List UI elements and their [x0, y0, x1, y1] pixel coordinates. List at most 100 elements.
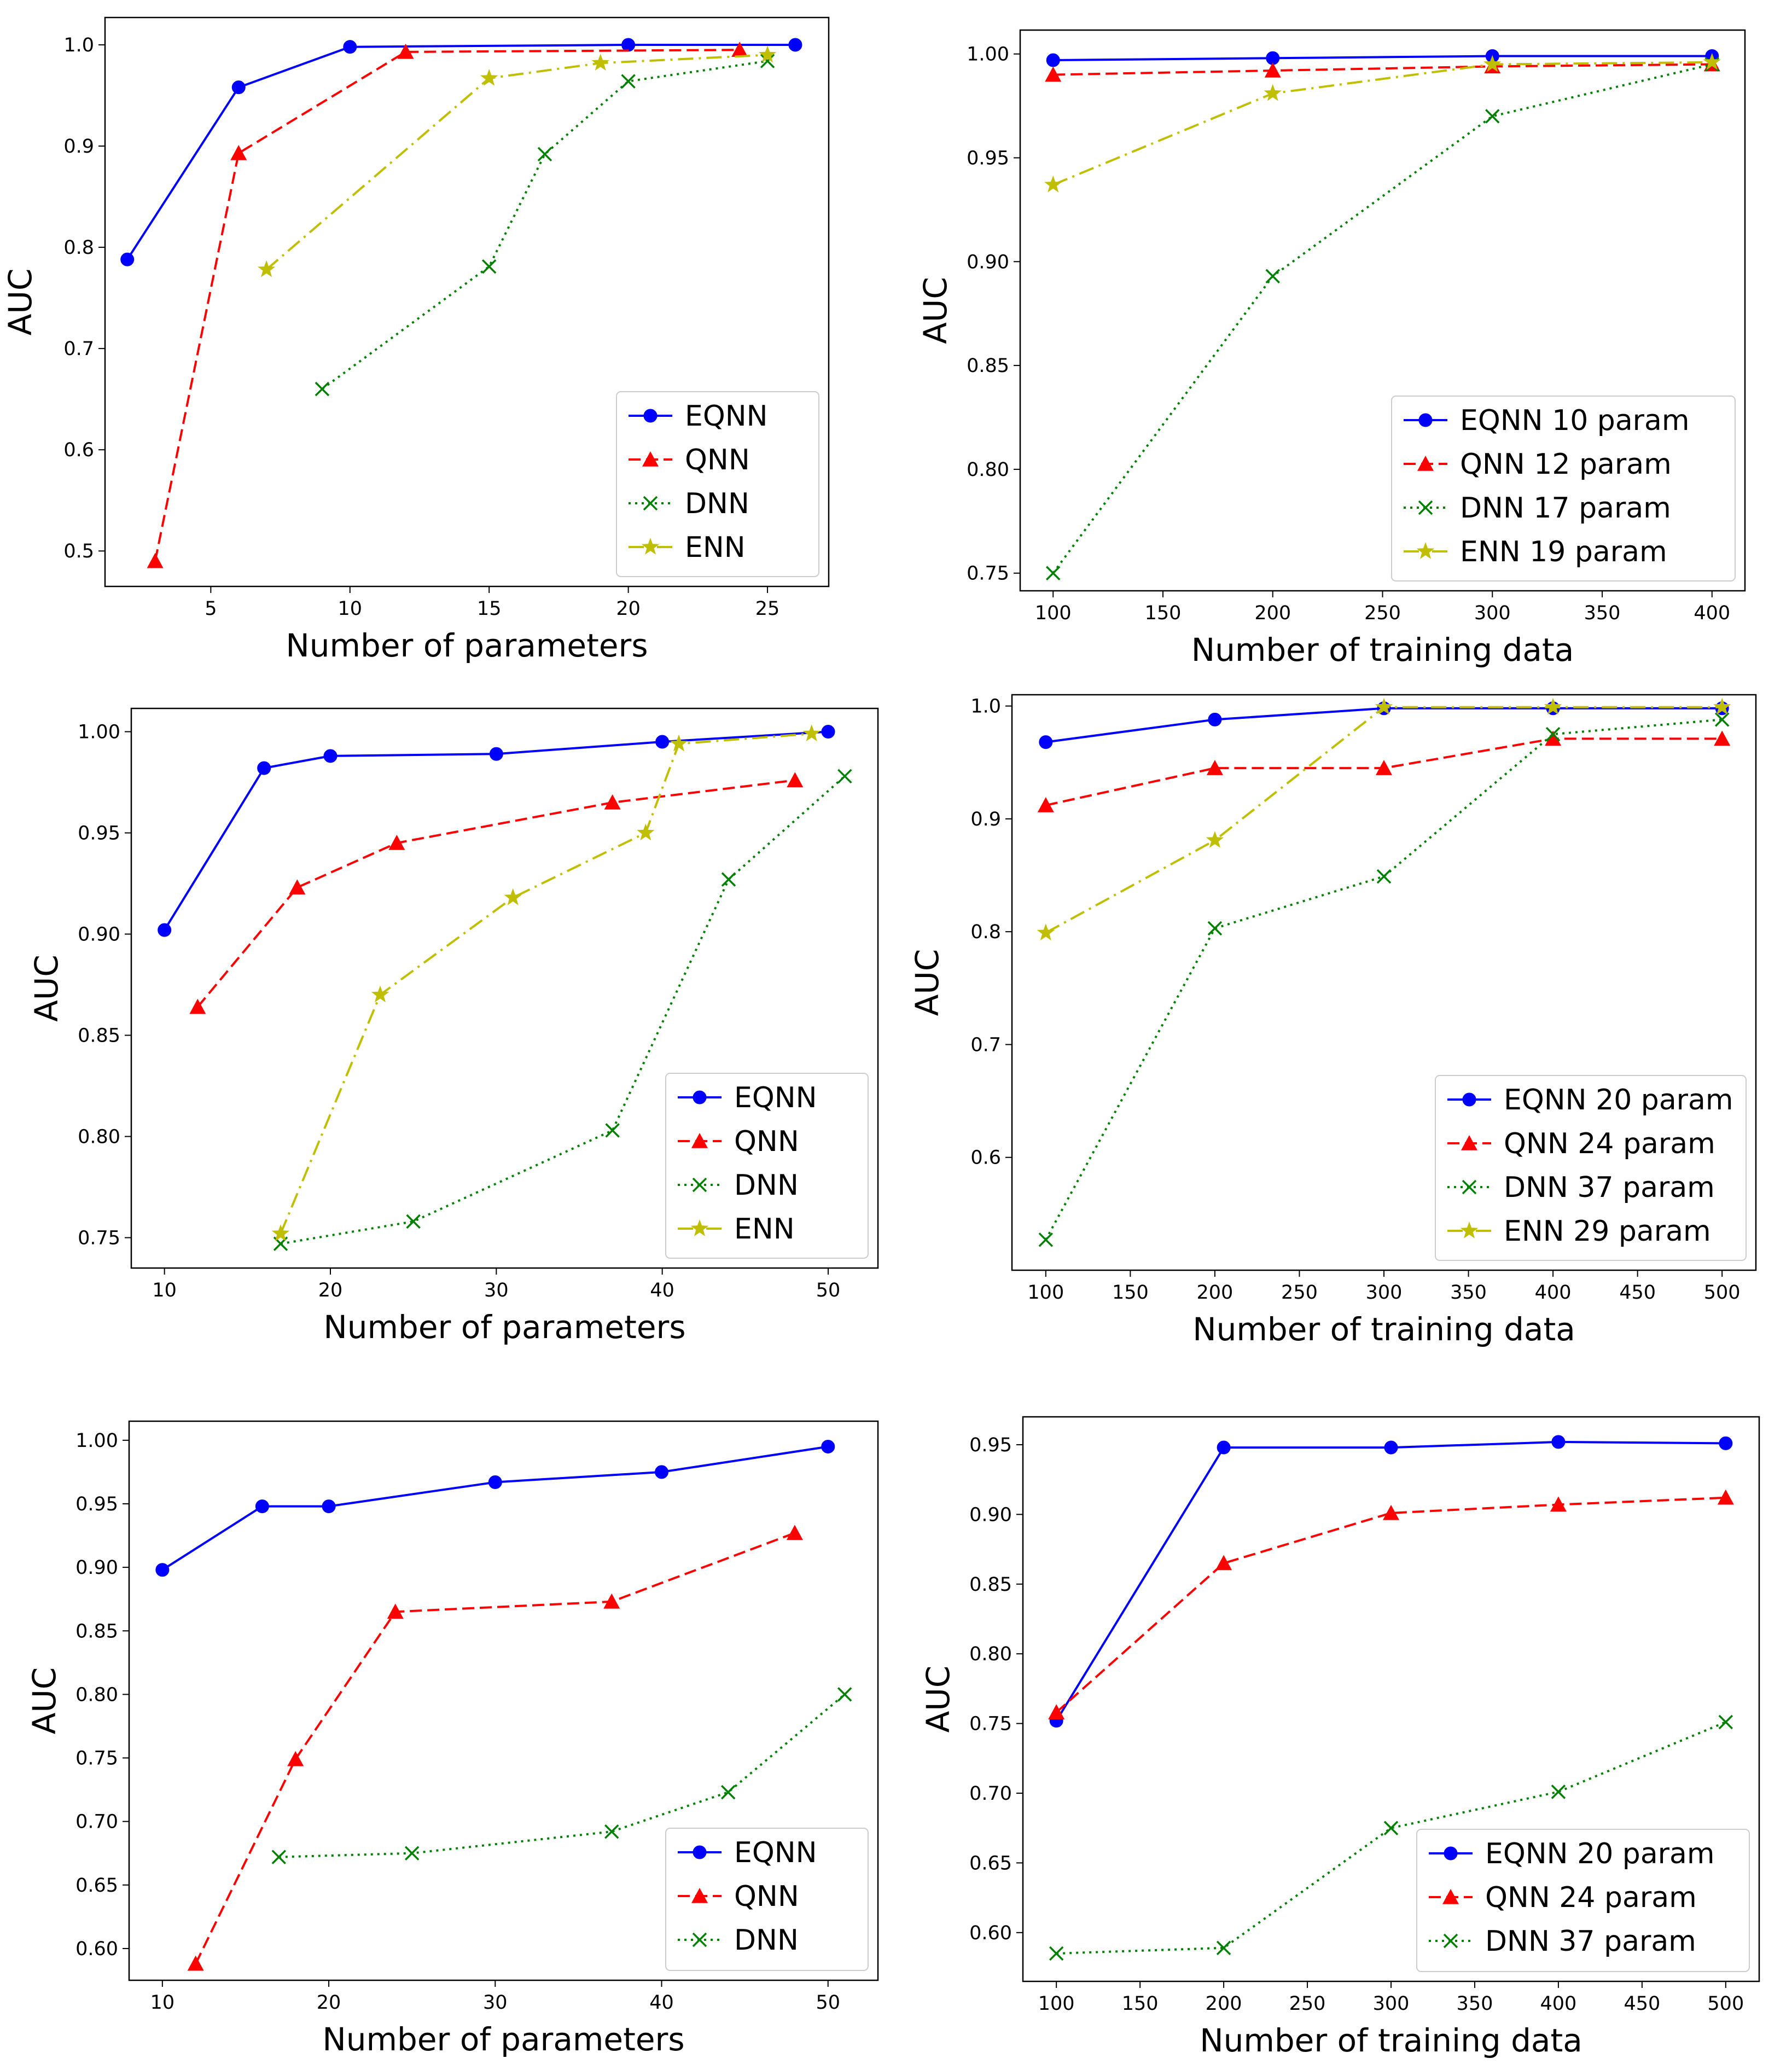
- data-point: [323, 749, 338, 763]
- data-point: [621, 74, 636, 89]
- data-point: [731, 42, 748, 57]
- x-tick-label: 100: [1035, 602, 1072, 624]
- data-point: [621, 38, 636, 52]
- series-enn: [1044, 53, 1721, 193]
- series-line: [280, 732, 812, 1234]
- plot-frame: [130, 707, 879, 1269]
- y-axis-title: AUC: [26, 1667, 63, 1735]
- data-point: [591, 54, 609, 71]
- legend: EQNN QNN DNN ENN: [665, 1073, 869, 1259]
- legend-box: [1416, 1829, 1750, 1972]
- plot-frame: [128, 1420, 879, 1981]
- y-tick-label: 0.90: [967, 251, 1009, 273]
- y-tick-label: 0.80: [75, 1684, 118, 1706]
- data-point: [481, 259, 497, 274]
- legend-label: QNN 24 param: [1504, 1127, 1715, 1160]
- series-dnn: [1049, 1714, 1733, 1961]
- y-axis-title: AUC: [909, 949, 946, 1016]
- y-tick-label: 0.95: [75, 1493, 118, 1515]
- data-point: [489, 747, 503, 761]
- series-line: [1053, 63, 1712, 76]
- data-point: [720, 1785, 736, 1800]
- x-tick-label: 20: [616, 598, 641, 620]
- data-point: [1551, 1435, 1566, 1449]
- data-point: [1551, 1784, 1566, 1799]
- data-point: [1545, 726, 1561, 742]
- data-point: [255, 1499, 269, 1514]
- data-point: [1714, 730, 1731, 746]
- legend-marker: [643, 496, 658, 511]
- legend-marker: [1444, 1846, 1458, 1860]
- legend-marker: [1418, 413, 1433, 427]
- x-axis-title: Number of training data: [1200, 2022, 1582, 2059]
- data-point: [315, 381, 330, 397]
- y-tick-label: 1.0: [63, 34, 94, 56]
- x-tick-label: 40: [650, 1280, 674, 1301]
- series-line: [196, 779, 795, 1008]
- data-point: [1719, 1436, 1733, 1450]
- y-tick-label: 0.9: [63, 136, 94, 158]
- data-point: [605, 1123, 620, 1138]
- x-tick-label: 150: [1145, 602, 1182, 624]
- plot-frame: [104, 16, 830, 588]
- legend-label: DNN 17 param: [1460, 492, 1671, 525]
- legend-box: [1435, 1075, 1747, 1261]
- data-point: [1046, 53, 1060, 67]
- x-tick-label: 100: [1038, 1993, 1075, 2015]
- x-tick-label: 350: [1450, 1282, 1487, 1304]
- legend: EQNN 20 param QNN 24 param DNN 37 param: [1416, 1829, 1750, 1972]
- y-axis-title: AUC: [920, 1666, 957, 1733]
- x-axis-title: Number of parameters: [286, 627, 648, 664]
- data-point: [1550, 1496, 1567, 1512]
- y-tick-label: 0.80: [969, 1643, 1012, 1665]
- series-line: [1052, 61, 1712, 186]
- legend-label: DNN 37 param: [1485, 1925, 1696, 1958]
- y-tick-label: 1.0: [970, 696, 1001, 718]
- y-tick-label: 0.85: [967, 355, 1009, 377]
- data-point: [1713, 697, 1731, 715]
- x-tick-label: 150: [1112, 1282, 1149, 1304]
- legend-label: QNN: [734, 1880, 799, 1913]
- data-point: [1216, 1940, 1231, 1956]
- y-tick-label: 0.9: [970, 809, 1001, 830]
- data-point: [1485, 109, 1500, 124]
- y-tick-label: 0.85: [75, 1620, 118, 1642]
- data-point: [1037, 797, 1054, 812]
- legend: EQNN QNN DNN: [665, 1828, 869, 1971]
- data-point: [1215, 1555, 1232, 1571]
- data-point: [231, 80, 246, 95]
- y-tick-label: 0.85: [78, 1025, 120, 1047]
- x-tick-label: 10: [152, 1280, 177, 1301]
- legend-marker: [1443, 1933, 1458, 1949]
- legend-label: EQNN 20 param: [1504, 1084, 1733, 1117]
- legend-label: ENN 19 param: [1460, 536, 1667, 568]
- data-point: [1545, 730, 1562, 746]
- y-tick-label: 0.70: [75, 1811, 118, 1833]
- data-point: [1037, 923, 1055, 940]
- data-point: [1206, 831, 1224, 848]
- series-line: [1052, 63, 1713, 574]
- data-point: [655, 1465, 669, 1479]
- x-tick-label: 400: [1535, 1282, 1572, 1304]
- legend-marker: [690, 1219, 709, 1236]
- y-tick-label: 0.6: [970, 1147, 1001, 1169]
- data-point: [1038, 1232, 1054, 1247]
- legend-box: [1391, 396, 1736, 582]
- data-point: [1049, 1946, 1064, 1961]
- data-point: [257, 761, 271, 775]
- legend-marker: [691, 1133, 708, 1148]
- series-line: [321, 60, 768, 390]
- legend-marker: [1462, 1092, 1476, 1107]
- x-tick-label: 250: [1364, 602, 1401, 624]
- y-tick-label: 0.6: [63, 439, 94, 461]
- data-point: [821, 725, 835, 739]
- data-point: [504, 888, 522, 905]
- data-point: [322, 1499, 336, 1514]
- legend-marker: [1462, 1179, 1477, 1195]
- legend: EQNN 20 param QNN 24 param DNN 37 param ENN…: [1435, 1075, 1747, 1261]
- legend-marker: [641, 538, 660, 555]
- y-tick-label: 0.95: [78, 823, 120, 845]
- data-point: [230, 144, 247, 160]
- series-line: [161, 1445, 829, 1571]
